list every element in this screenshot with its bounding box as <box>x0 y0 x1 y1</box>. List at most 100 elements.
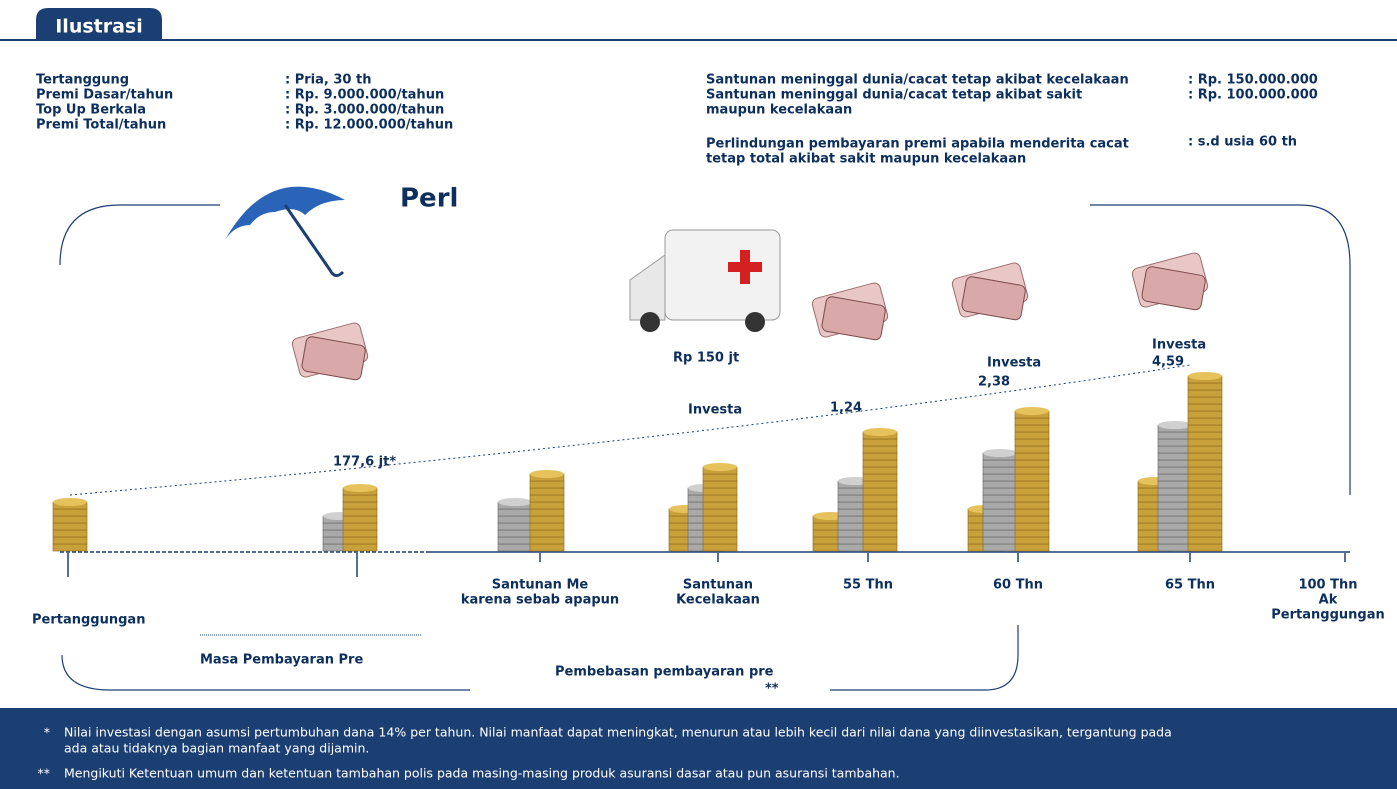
note-text: Nilai investasi dengan asumsi pertumbuha… <box>64 725 1172 740</box>
coin <box>530 530 564 537</box>
coin <box>498 509 532 516</box>
coin <box>703 509 737 516</box>
coin <box>1015 488 1049 495</box>
coin <box>530 544 564 551</box>
coin <box>1188 509 1222 516</box>
info-value: : s.d usia 60 th <box>1188 135 1297 150</box>
info-label: Tertanggung <box>36 73 129 88</box>
coin <box>1015 537 1049 544</box>
coin <box>863 446 897 453</box>
coin <box>1015 425 1049 432</box>
info-label: Santunan meninggal dunia/cacat tetap aki… <box>706 73 1129 88</box>
coin <box>1158 467 1192 474</box>
coin <box>703 516 737 523</box>
investa-label: Investa <box>987 356 1041 371</box>
info-label: Premi Total/tahun <box>36 118 166 133</box>
milestone-label: karena sebab apapun <box>461 593 619 608</box>
coin <box>983 509 1017 516</box>
coin <box>530 488 564 495</box>
coin <box>983 474 1017 481</box>
coin <box>498 523 532 530</box>
coin <box>1158 537 1192 544</box>
coin <box>1015 446 1049 453</box>
coin <box>530 502 564 509</box>
coin <box>343 509 377 516</box>
coin-stack <box>863 428 897 551</box>
milestone-label: Pertanggungan <box>1271 608 1384 623</box>
money-icon <box>951 262 1029 321</box>
coin <box>863 495 897 502</box>
coin <box>1188 460 1222 467</box>
coin <box>863 523 897 530</box>
coin <box>343 502 377 509</box>
info-value: : Rp. 9.000.000/tahun <box>285 88 444 103</box>
ambulance-icon <box>630 230 780 332</box>
coin-stack <box>1158 421 1192 551</box>
coin <box>343 516 377 523</box>
coin <box>1188 390 1222 397</box>
coin <box>983 488 1017 495</box>
coin <box>863 530 897 537</box>
coin-top <box>530 470 564 478</box>
milestone-label: 100 Thn <box>1298 578 1357 593</box>
coin <box>530 495 564 502</box>
coin <box>1015 432 1049 439</box>
coin-top <box>1188 372 1222 380</box>
info-value: : Rp. 100.000.000 <box>1188 88 1318 103</box>
coin <box>498 537 532 544</box>
money-icon <box>1131 252 1209 311</box>
info-label: Santunan meninggal dunia/cacat tetap aki… <box>706 88 1082 103</box>
coin <box>1015 467 1049 474</box>
coin <box>983 530 1017 537</box>
coin <box>703 537 737 544</box>
coin <box>1188 481 1222 488</box>
coin <box>1188 467 1222 474</box>
value-label: 4,59 <box>1152 355 1184 370</box>
info-value: : Rp. 150.000.000 <box>1188 73 1318 88</box>
coin <box>703 523 737 530</box>
coin <box>1015 460 1049 467</box>
coin <box>498 516 532 523</box>
milestone-label: Santunan Me <box>492 578 589 593</box>
coin <box>1158 523 1192 530</box>
coin <box>1158 432 1192 439</box>
coin <box>1158 474 1192 481</box>
coin <box>1188 544 1222 551</box>
coin <box>1188 474 1222 481</box>
start-label: Pertanggungan <box>32 613 145 628</box>
coin-stack <box>703 463 737 551</box>
coin-stack <box>530 470 564 551</box>
coin <box>530 523 564 530</box>
note-text: ada atau tidaknya bagian manfaat yang di… <box>64 741 369 756</box>
coin <box>1015 502 1049 509</box>
coin <box>703 495 737 502</box>
coin <box>1158 516 1192 523</box>
coin <box>983 544 1017 551</box>
umbrella-icon <box>225 187 345 276</box>
note-marker: ** <box>38 766 51 781</box>
info-label: maupun kecelakaan <box>706 103 852 118</box>
coin <box>863 544 897 551</box>
page: Ilustrasi Tertanggung: Pria, 30 thPremi … <box>0 0 1397 789</box>
coin <box>1188 439 1222 446</box>
coin-top <box>1158 421 1192 429</box>
coin <box>53 537 87 544</box>
coin <box>983 495 1017 502</box>
coin <box>1158 509 1192 516</box>
coin <box>1015 439 1049 446</box>
coin <box>53 530 87 537</box>
coin <box>498 544 532 551</box>
milestone-label: Ak <box>1319 593 1338 608</box>
coin <box>1158 460 1192 467</box>
coin <box>1015 523 1049 530</box>
coin <box>703 544 737 551</box>
coin <box>53 516 87 523</box>
coin <box>1158 544 1192 551</box>
diagram-heading: Perl <box>400 184 458 214</box>
info-label: Perlindungan pembayaran premi apabila me… <box>706 137 1129 152</box>
period-label: Masa Pembayaran Pre <box>200 653 363 668</box>
coin <box>863 488 897 495</box>
coin <box>983 502 1017 509</box>
coin <box>1188 432 1222 439</box>
coin-stack <box>498 498 532 551</box>
